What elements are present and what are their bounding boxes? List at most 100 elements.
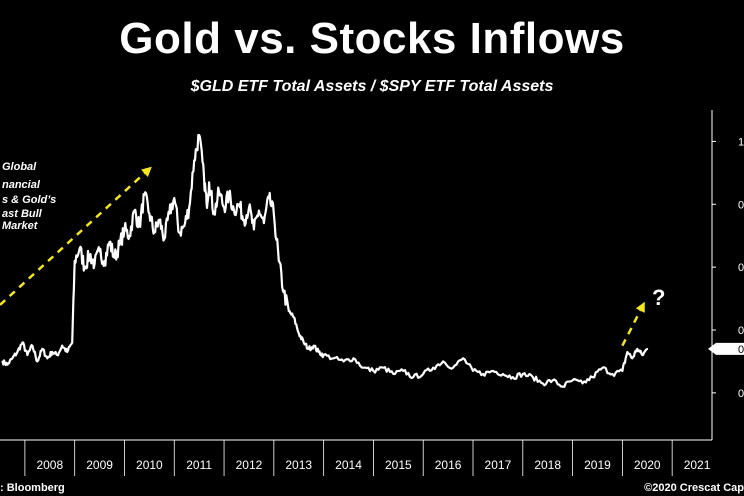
data-point — [168, 212, 171, 215]
data-point — [153, 231, 156, 234]
current-value-marker — [708, 342, 744, 355]
data-point — [138, 225, 141, 228]
y-tick-label: 0 — [738, 262, 744, 274]
annotation-text-line-1: Global — [2, 161, 37, 173]
y-tick-label: 0 — [738, 388, 744, 400]
data-point — [88, 253, 91, 256]
y-tick-label: 0 — [738, 199, 744, 211]
question-mark: ? — [652, 285, 665, 310]
data-point — [93, 263, 96, 265]
current-value-label: 0 — [738, 344, 744, 356]
data-point — [272, 212, 275, 215]
data-point — [218, 190, 220, 193]
data-point — [382, 366, 385, 369]
data-point — [352, 357, 355, 360]
data-point — [148, 212, 151, 215]
data-point — [312, 344, 315, 347]
data-point — [462, 357, 464, 360]
data-point — [41, 347, 44, 350]
x-tick-label: 2014 — [335, 458, 362, 472]
data-point — [238, 203, 240, 206]
data-point — [61, 344, 64, 347]
data-point — [71, 341, 74, 344]
data-point — [26, 354, 29, 357]
data-point — [56, 354, 59, 357]
data-point — [362, 366, 365, 369]
data-point — [551, 379, 554, 382]
data-point — [571, 379, 574, 382]
data-point — [46, 357, 49, 360]
annotation-text-line-5: Market — [2, 220, 39, 232]
y-tick-label: 1 — [738, 136, 744, 148]
data-point — [193, 159, 196, 162]
data-point — [258, 209, 260, 212]
data-point — [51, 351, 54, 353]
data-point — [322, 354, 325, 357]
data-point — [253, 228, 255, 231]
chart-subtitle: $GLD ETF Total Assets / $SPY ETF Total A… — [190, 78, 554, 95]
data-point — [442, 360, 445, 363]
annotation-arrow-line — [0, 165, 153, 306]
x-tick-label: 2020 — [634, 458, 661, 472]
data-point — [521, 373, 524, 375]
data-point — [66, 351, 69, 353]
data-point — [317, 351, 320, 353]
data-point — [113, 256, 116, 259]
data-point — [78, 247, 81, 250]
data-point — [402, 369, 405, 372]
x-tick-label: 2017 — [485, 458, 512, 472]
data-point — [621, 369, 624, 372]
data-point — [422, 373, 425, 375]
data-point — [143, 193, 146, 196]
data-point — [205, 203, 208, 206]
x-tick-label: 2013 — [285, 458, 312, 472]
data-point — [432, 366, 435, 369]
data-point — [611, 373, 614, 375]
data-point — [118, 244, 121, 247]
data-point — [277, 259, 280, 262]
data-point — [511, 376, 514, 379]
data-point — [541, 382, 544, 385]
data-point — [482, 373, 484, 375]
data-point — [626, 351, 629, 353]
data-point — [208, 181, 211, 184]
data-point — [183, 225, 186, 228]
data-point — [233, 209, 235, 212]
data-point — [267, 197, 270, 199]
data-point — [6, 363, 9, 366]
data-point — [83, 266, 86, 269]
x-tick-label: 2009 — [86, 458, 113, 472]
data-point — [307, 347, 310, 350]
source-note: : Bloomberg — [0, 482, 65, 494]
data-point — [1, 360, 4, 363]
data-point — [21, 341, 24, 344]
x-tick-label: 2018 — [534, 458, 561, 472]
data-point — [163, 237, 166, 240]
annotation-text-line-3: s & Gold’s — [2, 194, 56, 206]
data-point — [103, 259, 106, 262]
data-point — [262, 222, 265, 225]
x-tick-label: 2016 — [435, 458, 462, 472]
data-point — [31, 344, 34, 347]
data-point — [531, 376, 534, 379]
data-point — [342, 360, 345, 363]
data-point — [601, 366, 604, 369]
data-point — [452, 366, 454, 369]
data-point — [282, 291, 285, 294]
data-point — [332, 357, 335, 360]
annotation-text-line-2: nancial — [2, 179, 41, 191]
data-point — [11, 357, 14, 360]
data-point — [98, 250, 101, 253]
data-point — [646, 347, 649, 350]
data-point — [108, 241, 111, 243]
data-point — [248, 206, 250, 209]
data-point — [641, 354, 644, 357]
data-point — [636, 347, 639, 350]
x-tick-label: 2012 — [236, 458, 263, 472]
data-point — [198, 134, 201, 137]
data-point — [292, 316, 295, 319]
annotation-text-line-4: ast Bull — [2, 208, 43, 220]
data-point — [158, 219, 161, 221]
data-point — [223, 206, 225, 209]
